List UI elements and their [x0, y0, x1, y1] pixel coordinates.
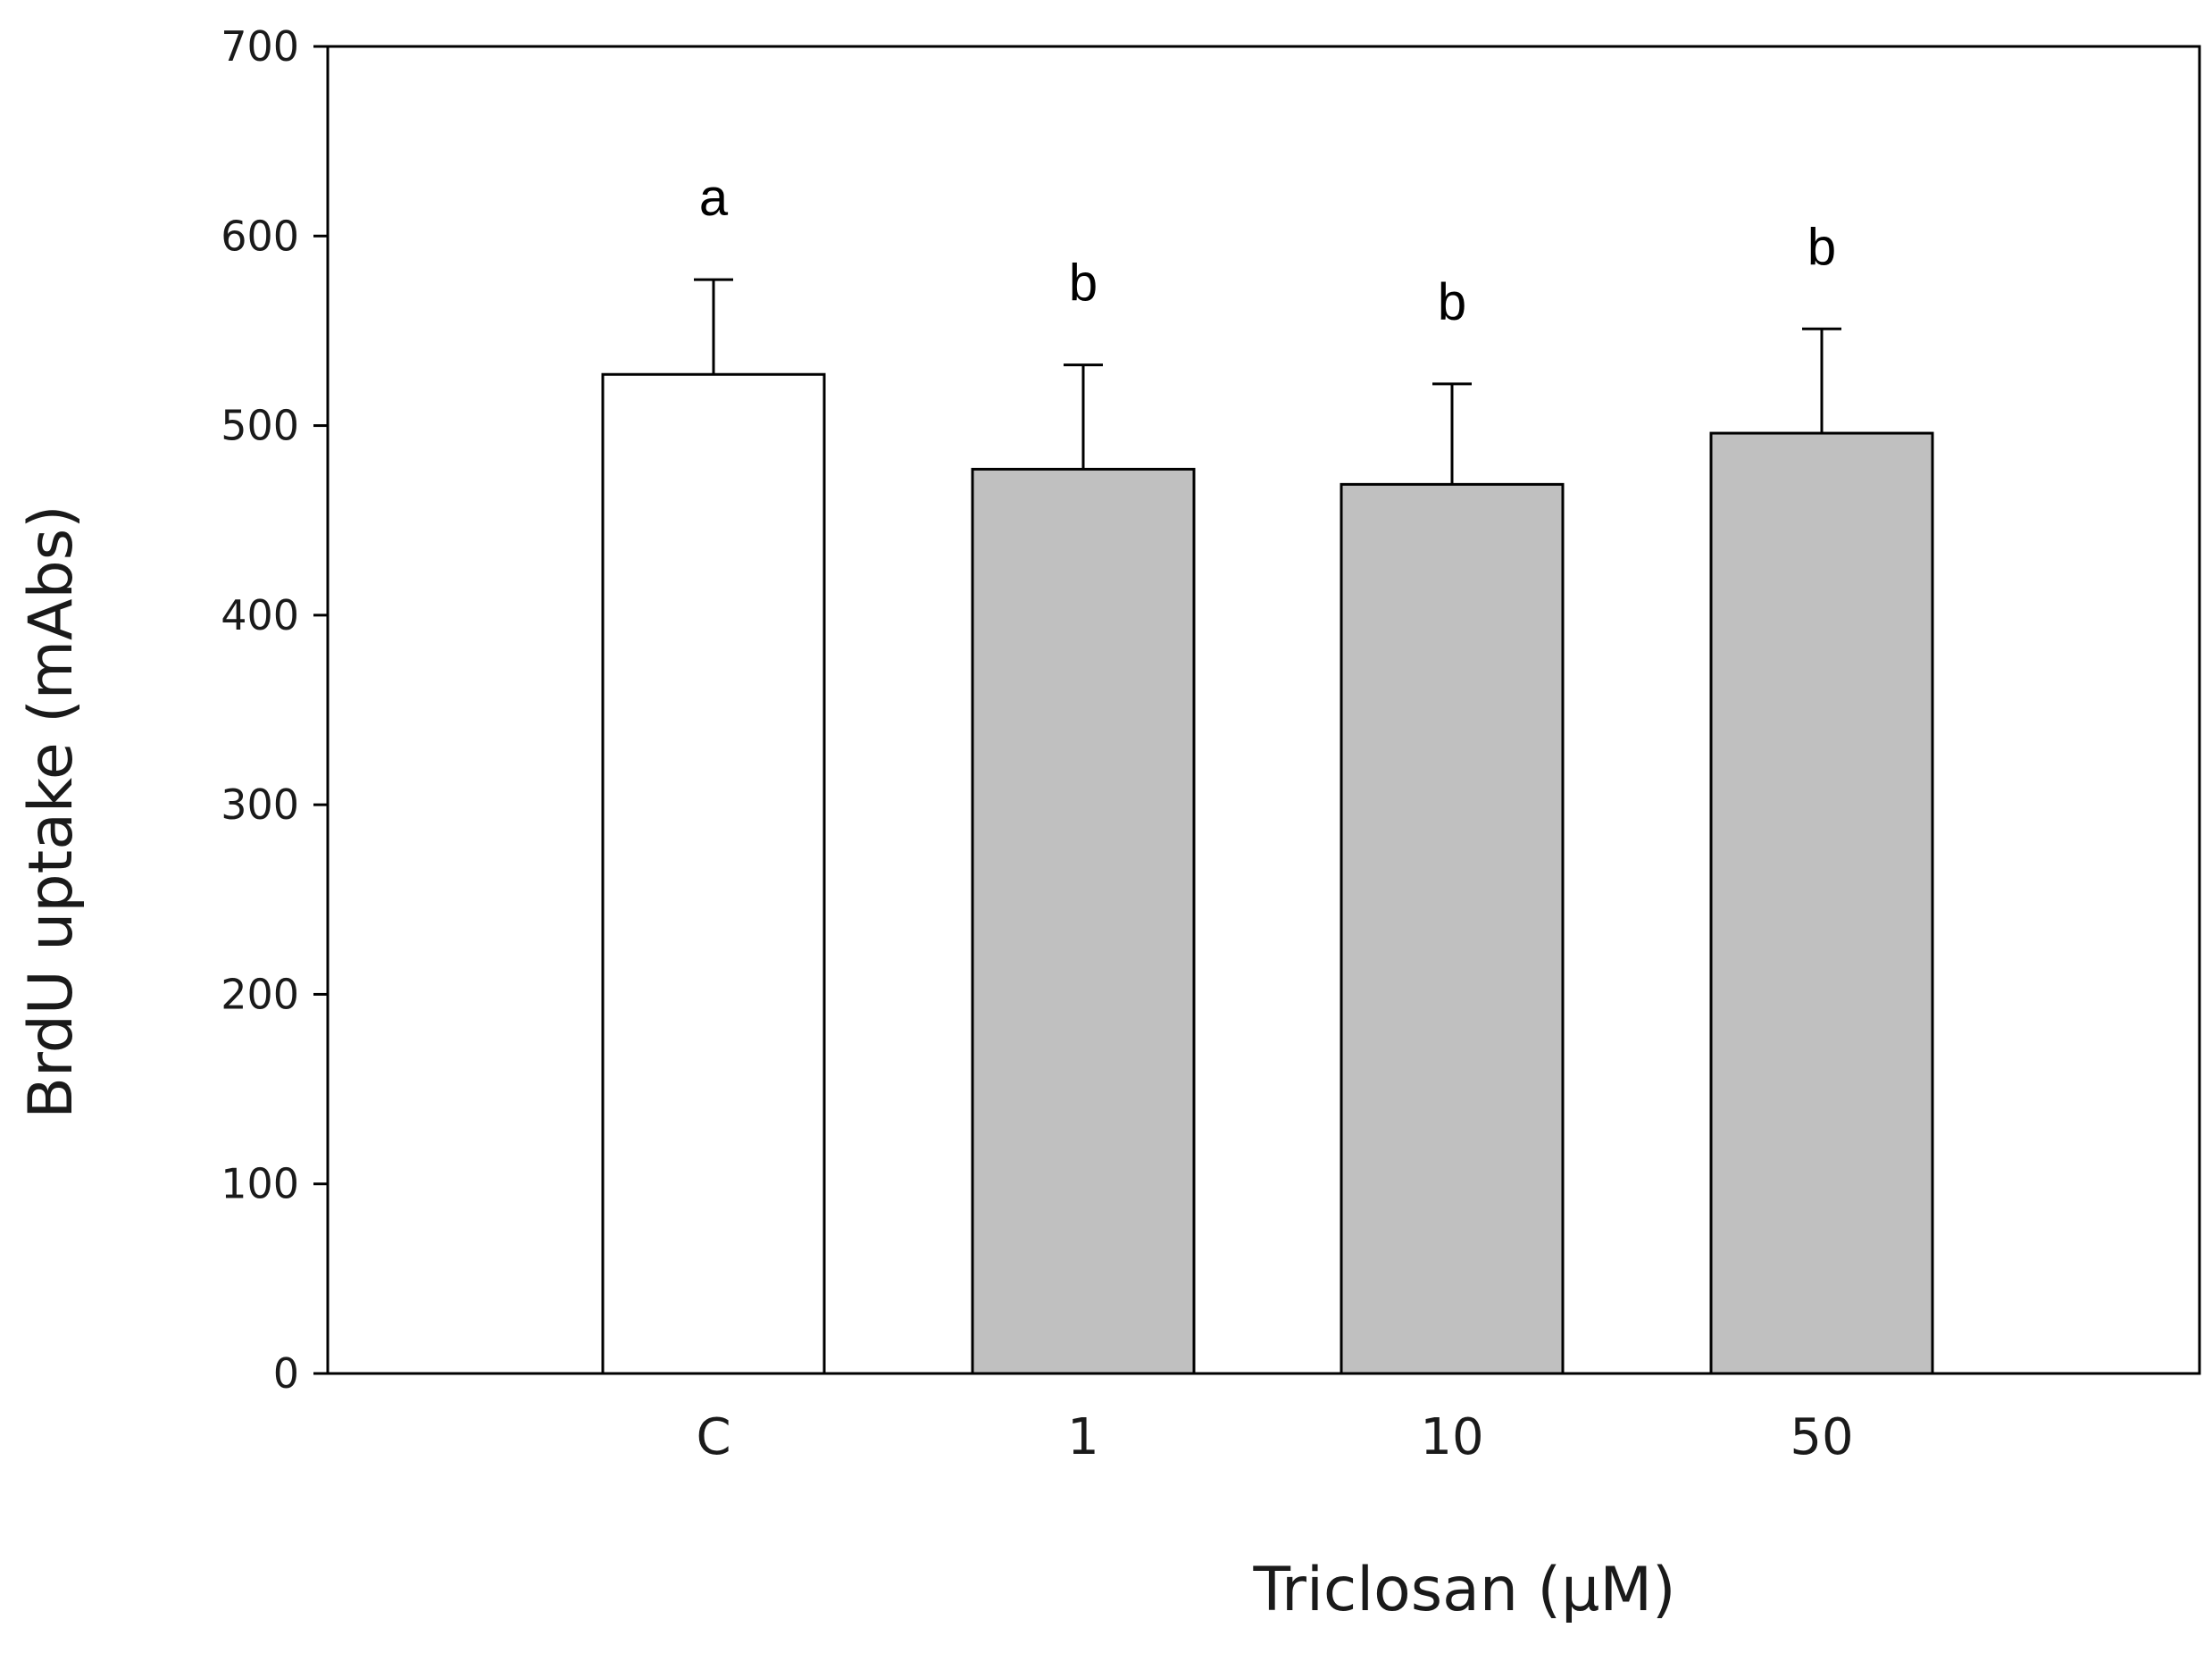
y-tick-label: 400 — [221, 591, 299, 639]
bar-50 — [1709, 431, 1934, 1375]
x-axis-title: Triclosan (μM) — [1252, 1555, 1675, 1625]
y-axis-ticks: 0 100 200 300 400 500 600 700 — [221, 22, 328, 1398]
y-tick-label: 600 — [221, 212, 299, 260]
significance-letter: a — [699, 169, 729, 227]
bars — [601, 372, 1934, 1375]
bar-C — [601, 372, 826, 1375]
y-tick-label: 200 — [221, 970, 299, 1018]
x-category-label: 50 — [1790, 1408, 1853, 1466]
error-bars — [694, 278, 1841, 485]
bar-10 — [1340, 482, 1565, 1375]
significance-letter: b — [1807, 218, 1836, 276]
y-axis-title: BrdU uptake (mAbs) — [16, 505, 87, 1118]
x-category-label: C — [696, 1408, 730, 1466]
y-tick-label: 0 — [273, 1349, 299, 1398]
significance-letter: b — [1438, 273, 1466, 331]
y-tick-label: 700 — [221, 22, 299, 71]
x-category-label: 10 — [1420, 1408, 1483, 1466]
significance-letters: a b b b — [699, 169, 1836, 331]
x-axis-category-labels: C 1 10 50 — [696, 1408, 1853, 1466]
significance-letter: b — [1069, 255, 1098, 313]
y-tick-label: 500 — [221, 402, 299, 450]
bar-1 — [971, 467, 1196, 1375]
x-category-label: 1 — [1067, 1408, 1099, 1466]
y-tick-label: 100 — [221, 1160, 299, 1208]
plot-frame — [326, 45, 2201, 1375]
y-tick-label: 300 — [221, 781, 299, 829]
